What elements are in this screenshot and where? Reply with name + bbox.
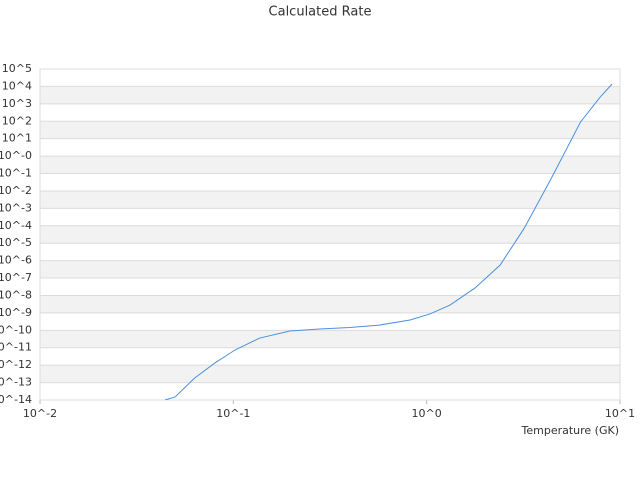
y-tick-label: 10^-2: [0, 184, 32, 197]
grid-band: [40, 330, 620, 348]
grid-band: [40, 156, 620, 174]
grid-band: [40, 365, 620, 383]
grid-band: [40, 260, 620, 279]
y-tick-label: 10^-1: [0, 167, 32, 180]
y-tick-label: 10^2: [2, 114, 32, 127]
grid-band: [40, 190, 620, 209]
y-tick-label: 10^-14: [0, 393, 32, 406]
x-tick-label: 10^0: [412, 407, 442, 420]
y-tick-label: 10^5: [2, 62, 32, 75]
y-tick-label: 10^-3: [0, 201, 32, 214]
x-tick-label: 10^-2: [23, 407, 57, 420]
x-tick-label: 10^1: [605, 407, 635, 420]
y-tick-label: 10^-8: [0, 288, 32, 301]
x-tick-label: 10^-1: [216, 407, 250, 420]
grid-band: [40, 121, 620, 139]
y-tick-label: 10^-11: [0, 341, 32, 354]
grid-band: [40, 225, 620, 244]
y-tick-label: 10^-7: [0, 271, 32, 284]
grid-band: [40, 86, 620, 104]
y-tick-label: 10^1: [2, 132, 32, 145]
y-tick-label: 10^-9: [0, 306, 32, 319]
y-tick-label: 10^-10: [0, 323, 32, 336]
plot-border: [39, 68, 621, 401]
x-axis-label: Temperature (GK): [521, 424, 620, 437]
y-tick-label: 10^-4: [0, 219, 32, 232]
y-tick-label: 10^-13: [0, 376, 32, 389]
chart-title: Calculated Rate: [269, 5, 372, 20]
y-tick-label: 10^-6: [0, 254, 32, 267]
y-tick-label: 10^-12: [0, 358, 32, 371]
y-tick-label: 10^3: [2, 97, 32, 110]
grid-band: [40, 295, 620, 313]
y-tick-label: 10^-0: [0, 149, 32, 162]
y-tick-label: 10^-5: [0, 236, 32, 249]
data-line: [164, 83, 613, 400]
y-tick-label: 10^4: [2, 79, 32, 92]
